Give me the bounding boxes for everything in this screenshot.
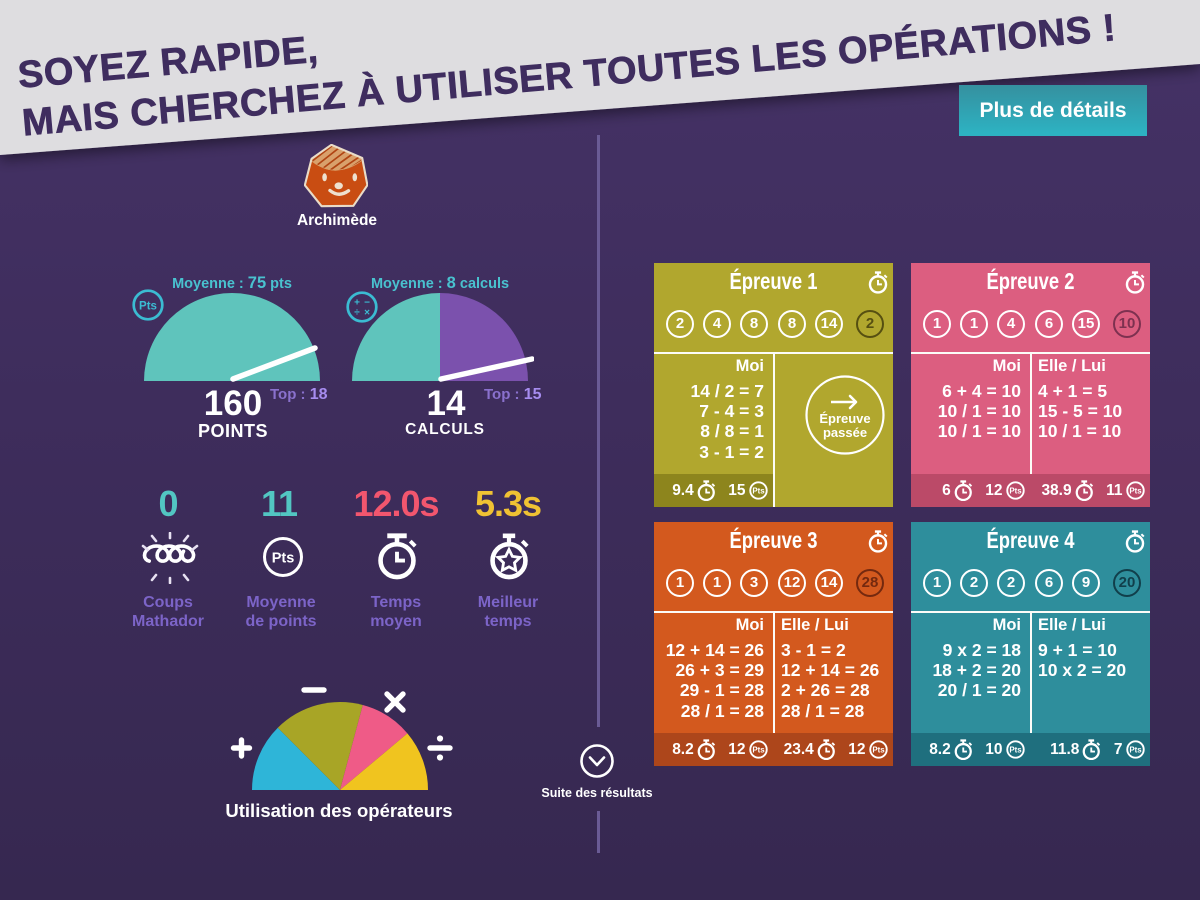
- svg-text:÷: ÷: [354, 308, 360, 319]
- svg-text:−: −: [364, 298, 370, 309]
- svg-text:Pts: Pts: [139, 301, 157, 313]
- svg-text:Pts: Pts: [272, 551, 295, 567]
- svg-text:+: +: [354, 298, 360, 309]
- svg-text:Épreuve: Épreuve: [819, 411, 870, 426]
- svg-text:passée: passée: [823, 425, 867, 440]
- svg-text:×: ×: [364, 308, 370, 319]
